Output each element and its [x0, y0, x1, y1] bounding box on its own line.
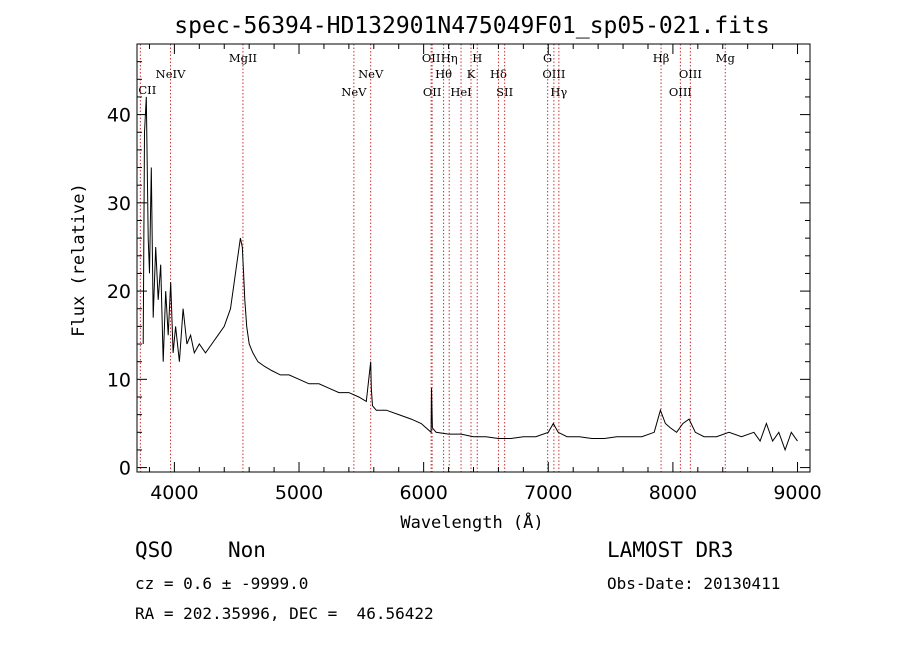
y-tick-label: 30: [107, 193, 131, 215]
object-subclass: Non: [228, 538, 266, 562]
x-axis-label: Wavelength (Å): [400, 511, 543, 533]
y-tick-label: 0: [119, 458, 131, 480]
y-tick-label: 40: [107, 105, 131, 127]
emission-line-label: Hβ: [653, 51, 670, 65]
x-tick-label: 7000: [524, 482, 572, 504]
emission-line-label: Mg: [716, 51, 736, 65]
emission-line-label: NeV: [341, 85, 367, 99]
chart-title: spec-56394-HD132901N475049F01_sp05-021.f…: [174, 13, 769, 39]
emission-line-label: HeI: [450, 85, 471, 99]
emission-line-label: OIII: [679, 67, 702, 81]
emission-line-label: NeIV: [156, 67, 186, 81]
emission-line-label: Hδ: [490, 67, 507, 81]
emission-line-label: CII: [138, 83, 156, 97]
observation-date: Obs-Date: 20130411: [607, 574, 781, 593]
emission-line-label: OIII: [542, 67, 565, 81]
x-tick-label: 4000: [150, 482, 198, 504]
y-axis-label: Flux (relative): [69, 183, 89, 337]
coordinates: RA = 202.35996, DEC = 46.56422: [135, 604, 434, 623]
x-tick-label: 9000: [773, 482, 821, 504]
emission-line-label: Hη: [441, 51, 458, 65]
emission-line-label: OII: [422, 51, 441, 65]
emission-line-label: OII: [423, 85, 442, 99]
x-axis: 4000 5000 6000 7000 8000 9000: [148, 44, 822, 504]
x-tick-label: 8000: [649, 482, 697, 504]
emission-line-label: MgII: [229, 51, 257, 65]
spectrum-series-line: [142, 96, 798, 452]
redshift-cz: cz = 0.6 ± -9999.0: [135, 574, 309, 593]
emission-line-label: Hθ: [435, 67, 452, 81]
y-axis: 0 10 20 30 40: [107, 61, 810, 480]
emission-line-label: Hγ: [550, 85, 567, 99]
emission-line-label: K: [467, 67, 476, 81]
emission-line-label: NeV: [358, 67, 384, 81]
x-tick-label: 6000: [399, 482, 447, 504]
emission-line-label: H: [472, 51, 482, 65]
object-class: QSO: [135, 538, 173, 562]
emission-line-label: OIII: [669, 85, 692, 99]
y-tick-label: 10: [107, 369, 131, 391]
survey-name: LAMOST DR3: [607, 538, 734, 562]
x-tick-label: 5000: [275, 482, 323, 504]
emission-line-label: G: [543, 51, 552, 65]
emission-line-label: SII: [496, 85, 513, 99]
y-tick-label: 20: [107, 281, 131, 303]
